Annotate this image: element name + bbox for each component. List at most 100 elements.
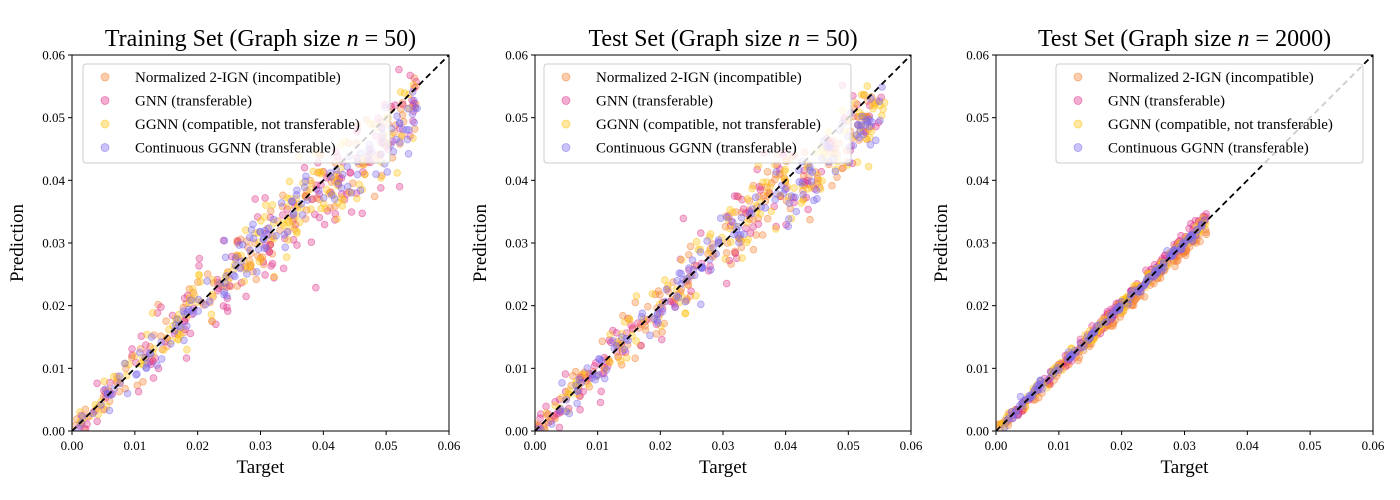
- y-tick-label: 0.06: [966, 48, 989, 63]
- data-point: [547, 420, 556, 428]
- y-tick-label: 0.02: [966, 298, 989, 313]
- data-point: [261, 201, 270, 209]
- data-point: [772, 168, 780, 176]
- data-point: [404, 150, 413, 158]
- data-point: [194, 278, 202, 287]
- data-point: [828, 181, 836, 190]
- data-point: [353, 194, 361, 203]
- data-point: [99, 405, 108, 414]
- data-point: [279, 264, 288, 273]
- x-tick-label: 0.00: [985, 438, 1008, 453]
- data-point: [249, 234, 258, 243]
- data-point: [289, 236, 298, 244]
- data-point: [590, 362, 599, 370]
- data-point: [692, 238, 701, 246]
- data-point: [657, 335, 666, 344]
- x-tick-label: 0.02: [1110, 438, 1133, 453]
- data-point: [684, 251, 693, 259]
- data-point: [732, 254, 741, 263]
- title-var: n: [347, 26, 359, 52]
- data-point: [1163, 247, 1171, 255]
- y-tick-label: 0.05: [505, 110, 528, 125]
- data-point: [685, 264, 693, 272]
- data-point: [785, 199, 793, 208]
- data-point: [656, 290, 664, 299]
- legend: Normalized 2-IGN (incompatible) GNN (tran…: [543, 63, 852, 164]
- data-point: [763, 168, 772, 176]
- data-point: [106, 378, 114, 387]
- data-point: [608, 336, 617, 345]
- data-point: [707, 265, 715, 274]
- legend-label: Continuous GGNN (transferable): [1108, 141, 1309, 157]
- data-point: [295, 218, 304, 227]
- panel-title: Training Set (Graph size n = 50): [105, 26, 416, 52]
- data-point: [612, 341, 621, 350]
- data-point: [221, 279, 229, 288]
- data-point: [221, 253, 230, 262]
- data-point: [402, 126, 411, 134]
- data-point: [561, 370, 570, 378]
- data-point: [196, 278, 205, 286]
- data-point: [358, 209, 367, 218]
- title-text: Test Set (Graph size: [1038, 26, 1238, 52]
- data-point: [355, 180, 364, 189]
- legend: Normalized 2-IGN (incompatible) GNN (tran…: [82, 63, 391, 164]
- data-point: [174, 335, 183, 344]
- data-point: [792, 207, 801, 216]
- x-tick-label: 0.04: [312, 438, 335, 453]
- data-point: [293, 227, 301, 236]
- data-point: [616, 357, 625, 365]
- data-point: [395, 65, 403, 74]
- data-point: [854, 120, 862, 129]
- data-point: [180, 336, 188, 345]
- data-point: [731, 249, 739, 257]
- data-point: [241, 226, 250, 235]
- data-point: [157, 303, 165, 311]
- y-axis-label: Prediction: [931, 203, 952, 282]
- data-point: [409, 81, 418, 89]
- data-point: [771, 195, 779, 204]
- data-point: [723, 213, 731, 222]
- x-tick-label: 0.01: [123, 438, 146, 453]
- data-point: [583, 364, 591, 372]
- data-point: [147, 333, 156, 341]
- data-point: [403, 135, 412, 144]
- data-point: [292, 191, 301, 199]
- data-point: [154, 300, 162, 309]
- data-point: [404, 104, 412, 113]
- x-tick-label: 0.06: [900, 438, 923, 453]
- data-point: [758, 231, 767, 239]
- data-point: [157, 332, 165, 341]
- data-point: [323, 207, 332, 215]
- scatter-panel-3: Test Set (Graph size n = 2000) 0.000.00 0.…: [931, 26, 1385, 478]
- legend-marker: [1073, 72, 1083, 82]
- data-point: [688, 256, 697, 265]
- data-point: [177, 323, 185, 331]
- legend-label: Continuous GGNN (transferable): [135, 141, 336, 157]
- data-point: [187, 296, 195, 305]
- data-point: [396, 138, 404, 147]
- data-point: [738, 254, 746, 262]
- data-point: [1028, 391, 1037, 400]
- data-point: [261, 271, 269, 279]
- data-point: [220, 288, 229, 296]
- y-axis-label: Prediction: [470, 203, 491, 282]
- data-point: [269, 215, 278, 224]
- data-point: [376, 184, 385, 192]
- data-point: [309, 167, 318, 176]
- data-point: [558, 379, 566, 387]
- data-point: [256, 217, 265, 225]
- data-point: [757, 202, 766, 211]
- data-point: [806, 215, 814, 224]
- data-point: [857, 90, 866, 99]
- data-point: [182, 354, 191, 362]
- data-point: [240, 277, 248, 286]
- data-point: [301, 177, 310, 186]
- data-point: [597, 387, 605, 396]
- data-point: [223, 292, 231, 300]
- data-point: [252, 268, 261, 276]
- legend-label: GGNN (compatible, not transferable): [135, 117, 360, 133]
- data-point: [696, 248, 705, 256]
- y-tick-label: 0.01: [505, 361, 528, 376]
- data-point: [398, 111, 407, 119]
